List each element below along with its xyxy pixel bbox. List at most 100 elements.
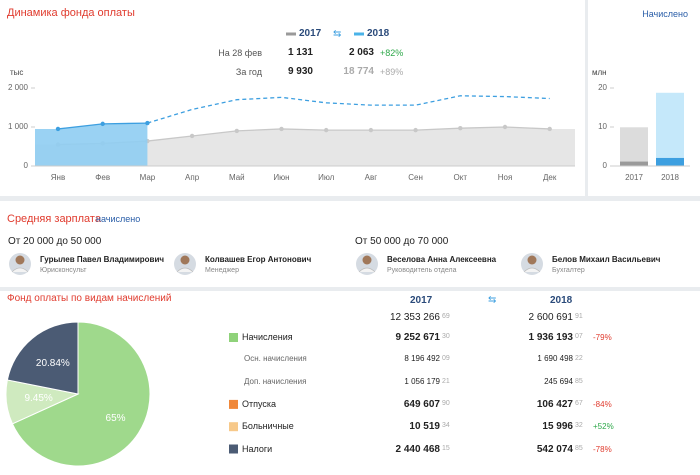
change: +89%: [380, 67, 404, 77]
amount: 542 074: [536, 443, 573, 455]
salary-title: Средняя зарплата: [7, 213, 101, 225]
amount: 106 427: [536, 398, 573, 410]
amount-cents: 69: [442, 313, 450, 320]
amount: 15 996: [542, 421, 573, 433]
person-name: Гурылев Павел Владимирович: [40, 255, 165, 264]
y-tick-label: 1 000: [8, 122, 29, 131]
row-label: Начисления: [242, 332, 293, 342]
x-tick-label: Июл: [318, 173, 335, 182]
y-tick-label: 10: [598, 122, 607, 131]
legend-swatch: [229, 333, 238, 342]
legend-swatch: [229, 422, 238, 432]
change: +82%: [380, 48, 404, 58]
row-label: Отпуска: [242, 398, 277, 409]
point: [502, 124, 508, 130]
bar: [620, 127, 648, 166]
area: [35, 127, 575, 166]
amount-cents: 30: [442, 333, 450, 340]
change: -84%: [593, 399, 612, 409]
bar: [656, 157, 684, 166]
x-tick-label: Мар: [140, 173, 156, 182]
amount-cents: 21: [442, 377, 450, 385]
amount: 1 690 498: [537, 354, 573, 364]
x-tick-label: Апр: [185, 173, 200, 182]
row-label: Больничные: [242, 421, 294, 432]
point: [324, 127, 329, 133]
person-role: Бухгалтер: [552, 267, 585, 274]
amount-cents: 09: [442, 355, 450, 363]
amount: 1 936 193: [528, 332, 574, 343]
x-tick-label: Дек: [543, 173, 557, 182]
area: [35, 123, 148, 166]
x-tick-label: Ноя: [498, 173, 513, 182]
point: [100, 121, 105, 127]
fund-title: Фонд оплаты по видам начислений: [7, 293, 172, 304]
avatar-body: [176, 267, 194, 273]
pie-slice: [11, 321, 151, 467]
axis-unit: тыс: [10, 68, 24, 77]
point: [413, 127, 418, 133]
amount: 8 196 492: [404, 354, 440, 364]
x-tick-label: Янв: [51, 173, 65, 182]
x-tick-label: Сен: [408, 173, 423, 182]
slice-label: 20.84%: [36, 358, 70, 369]
amount-cents: 90: [442, 399, 450, 407]
amount: 649 607: [403, 398, 440, 410]
x-tick-label: Авг: [365, 173, 378, 182]
y-tick-label: 20: [598, 83, 607, 92]
point: [279, 126, 284, 132]
slice-label: 65%: [106, 413, 126, 424]
value-2018: 18 774: [343, 66, 374, 77]
bar: [620, 161, 648, 166]
amount-cents: 07: [575, 333, 583, 340]
value-2017: 9 930: [287, 66, 313, 77]
point: [547, 126, 552, 132]
salary-panel: [0, 201, 700, 287]
x-tick-label: 2018: [661, 173, 679, 182]
y-tick-label: 0: [24, 161, 29, 170]
point: [145, 120, 150, 126]
amount-cents: 67: [575, 399, 583, 407]
avatar-head: [180, 255, 190, 265]
point: [368, 127, 374, 133]
legend-label: 2018: [367, 28, 390, 39]
change: -79%: [593, 333, 612, 342]
row-label: На 28 фев: [218, 48, 262, 58]
x-tick-label: Окт: [454, 173, 468, 182]
change: -78%: [593, 444, 612, 454]
amount: 9 252 671: [395, 332, 441, 343]
group-label: От 50 000 до 70 000: [355, 236, 449, 247]
legend-label: 2017: [299, 28, 322, 39]
amount-cents: 85: [575, 377, 583, 385]
swap-icon: ⇆: [488, 295, 496, 306]
pie-slice: [6, 321, 79, 395]
salary-link[interactable]: начислено: [96, 214, 141, 224]
avatar-head: [362, 255, 372, 265]
row-label: Налоги: [242, 443, 273, 454]
link[interactable]: Начислено: [642, 9, 688, 19]
x-tick-label: Фев: [95, 173, 110, 182]
avatar-body: [523, 267, 541, 273]
amount: 2 600 691: [528, 312, 574, 323]
y-tick-label: 2 000: [8, 83, 29, 92]
point: [55, 126, 61, 132]
amount: 1 056 179: [404, 376, 440, 386]
point: [189, 133, 195, 139]
slice-label: 9.45%: [24, 393, 52, 404]
title: Динамика фонда оплаты: [7, 7, 135, 19]
row-label: Осн. начисления: [244, 354, 307, 364]
avatar-head: [15, 255, 25, 265]
amount: 10 519: [409, 421, 440, 433]
legend-swatch: [229, 444, 238, 454]
year-header: 2018: [550, 295, 573, 306]
y-tick-label: 0: [603, 161, 608, 170]
group-label: От 20 000 до 50 000: [8, 236, 102, 247]
avatar-body: [358, 267, 376, 273]
line: [147, 95, 550, 124]
row-label: Доп. начисления: [244, 376, 307, 386]
avatar-head: [527, 255, 537, 265]
value-2018: 2 063: [348, 47, 374, 58]
x-tick-label: 2017: [625, 173, 643, 182]
legend-swatch: [229, 399, 238, 409]
